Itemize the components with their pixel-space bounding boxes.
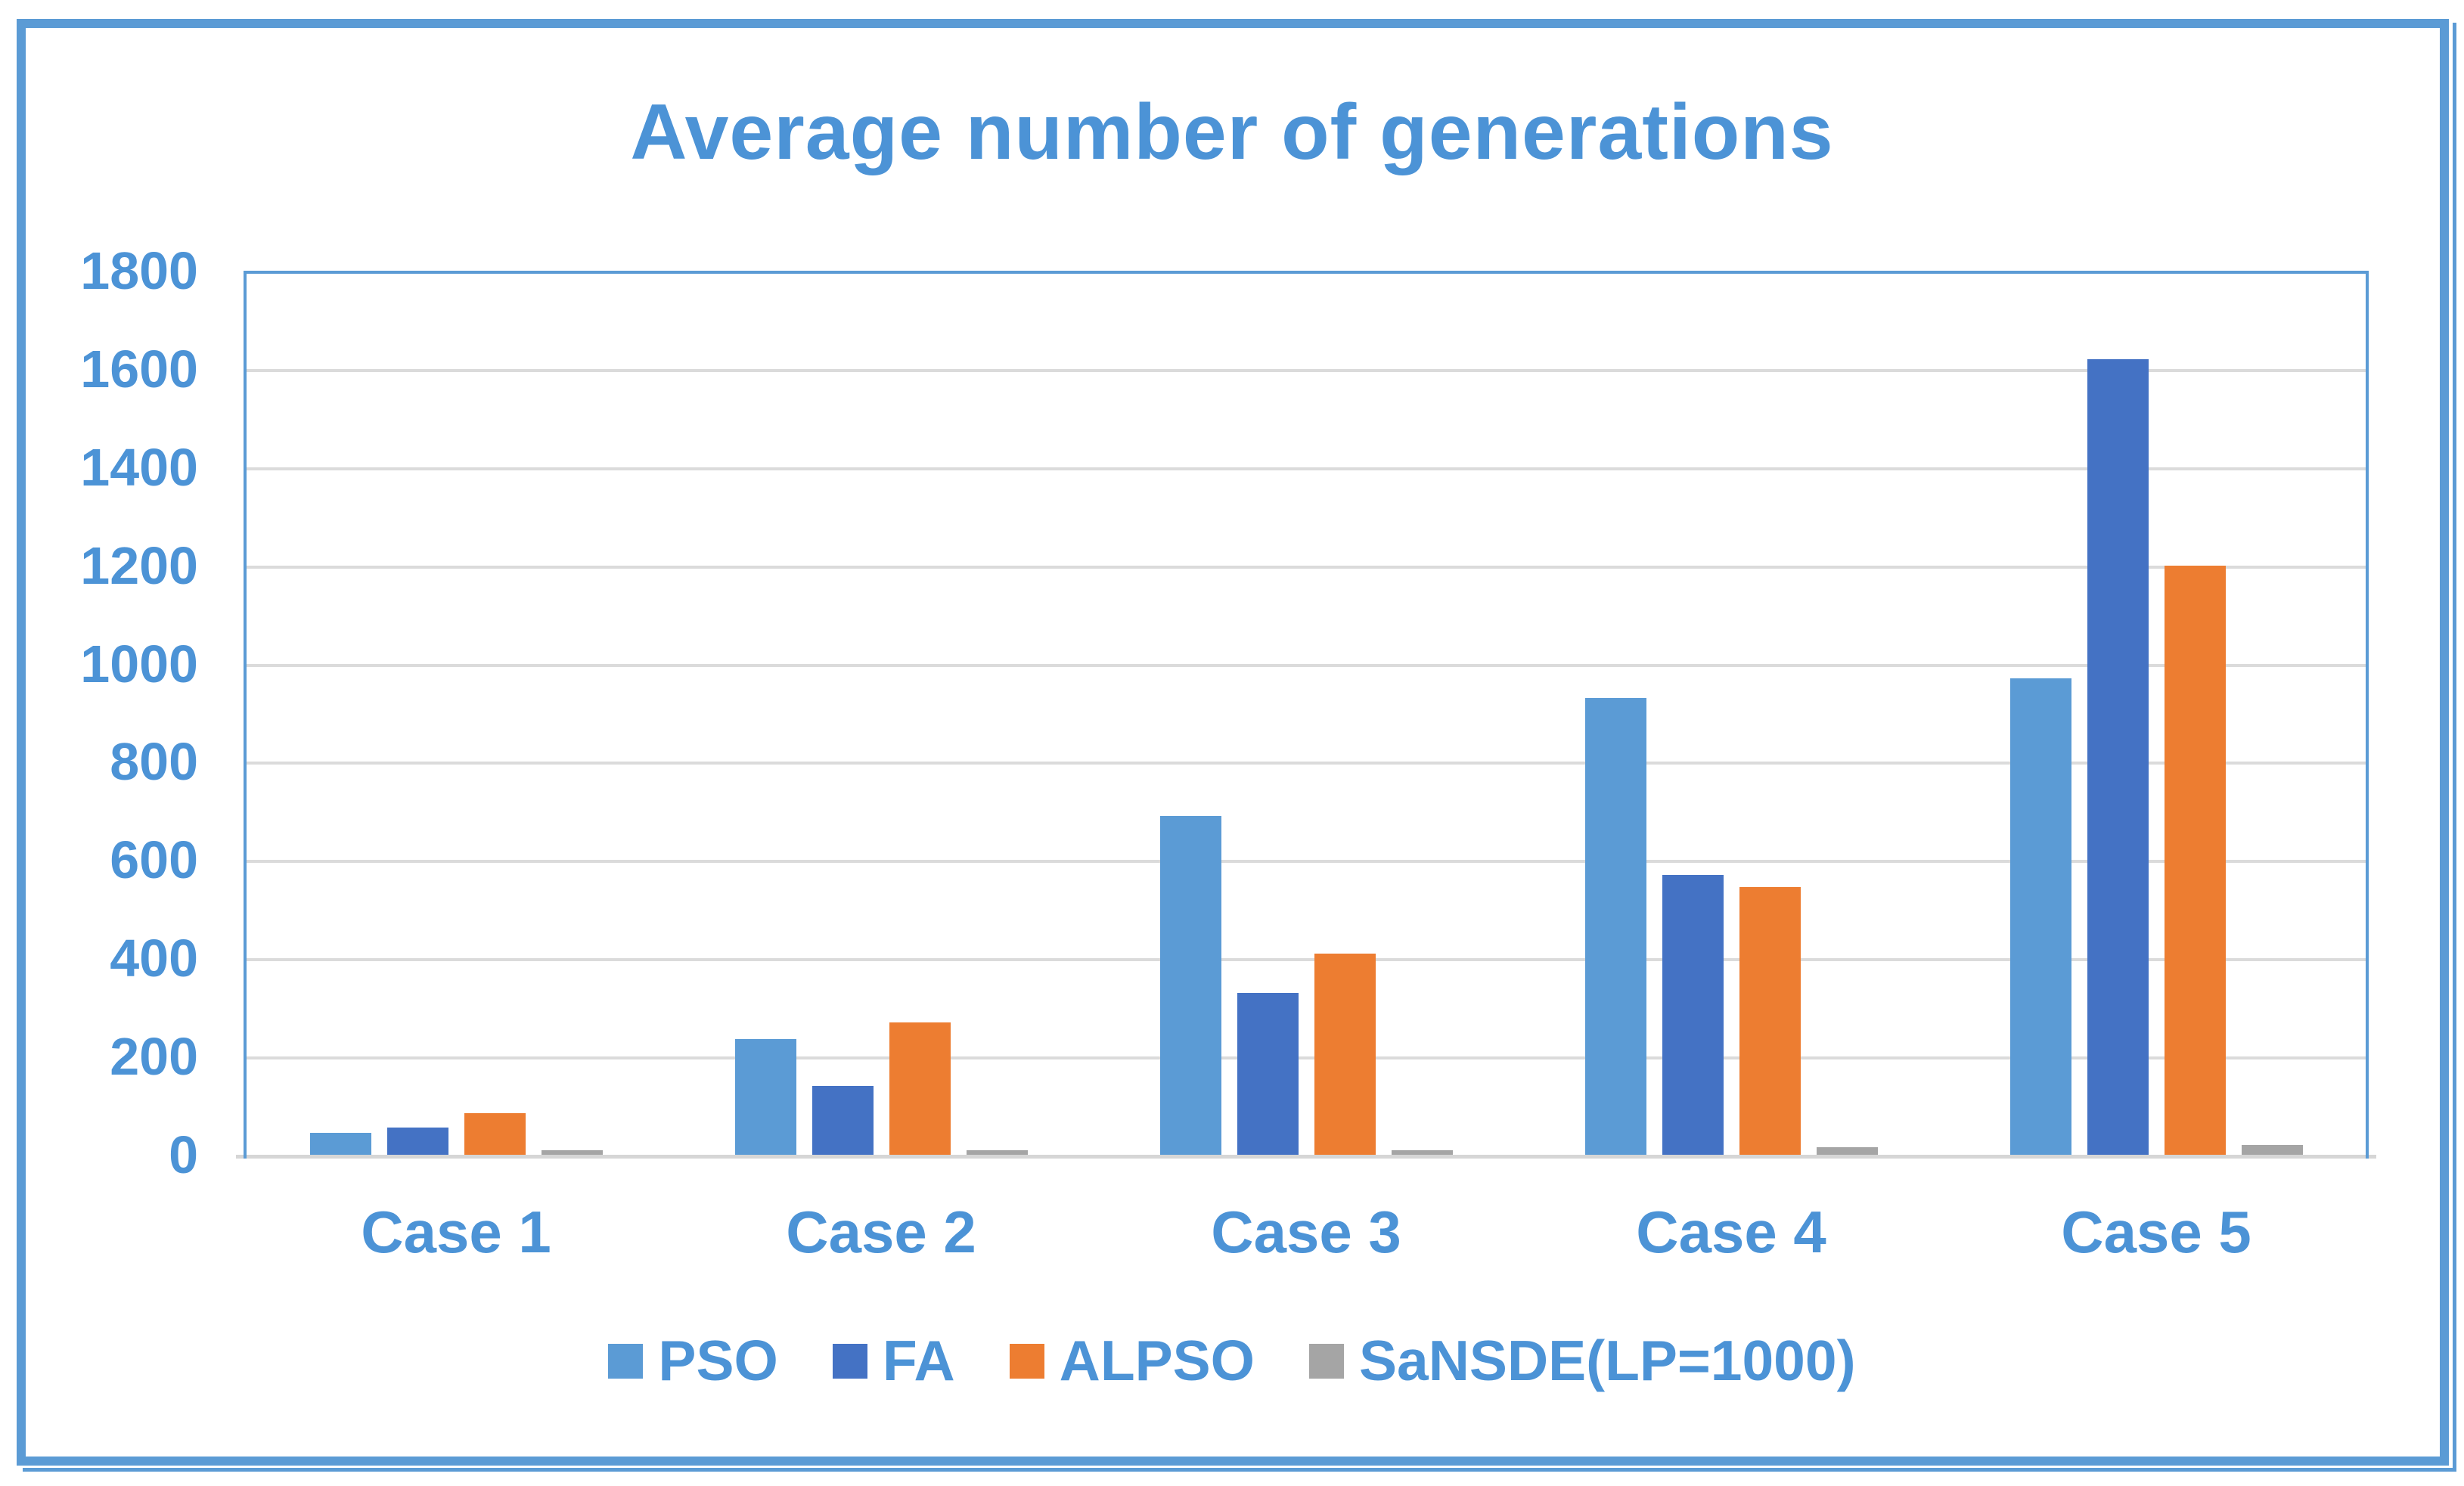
bar-fa-case-5 [2087,359,2149,1155]
bar-group-case-3 [1094,271,1519,1155]
bar-fa-case-3 [1237,993,1299,1155]
legend-label-pso: PSO [658,1329,778,1392]
frame-accent-line-bottom [23,1468,2456,1472]
bar-group-case-1 [244,271,669,1155]
bar-group-case-5 [1944,271,2369,1155]
legend-swatch-icon-pso [608,1343,644,1379]
x-category-label-case-4: Case 4 [1636,1199,1826,1265]
chart-title: Average number of generations [630,88,1834,176]
plot-border-right [2366,271,2369,1159]
bar-sansde-lp-1000-case-1 [541,1150,603,1155]
y-tick-label-1000: 1000 [80,634,198,693]
bar-alpso-case-3 [1314,954,1376,1155]
bar-alpso-case-4 [1739,887,1801,1155]
bar-group-case-4 [1519,271,1944,1155]
legend-item-alpso: ALPSO [1009,1329,1255,1392]
bar-fa-case-4 [1662,875,1724,1155]
y-tick-label-400: 400 [110,929,198,988]
frame-accent-line-right [2453,23,2456,1472]
legend-item-pso: PSO [608,1329,778,1392]
gridline-1000 [247,664,2366,667]
legend-item-fa: FA [832,1329,955,1392]
legend-swatch-icon-sansde-lp-1000 [1309,1343,1345,1379]
y-tick-label-1800: 1800 [80,241,198,300]
x-category-label-case-1: Case 1 [361,1199,551,1265]
legend-item-sansde-lp-1000: SaNSDE(LP=1000) [1309,1332,1856,1389]
bars-layer [244,271,2369,1155]
plot-border-left [244,271,247,1159]
bar-sansde-lp-1000-case-5 [2241,1145,2303,1155]
y-tick-label-1200: 1200 [80,536,198,595]
bar-fa-case-1 [386,1128,448,1155]
bar-sansde-lp-1000-case-4 [1816,1147,1878,1155]
bar-alpso-case-5 [2164,566,2226,1155]
gridline-400 [247,958,2366,961]
y-tick-label-600: 600 [110,830,198,889]
x-axis-line [236,1155,2376,1159]
legend-swatch-icon-fa [832,1343,867,1379]
plot-area [236,271,2376,1159]
bar-group-case-2 [669,271,1094,1155]
bar-alpso-case-2 [889,1022,951,1155]
gridline-1600 [247,369,2366,372]
bar-fa-case-2 [812,1086,874,1155]
gridline-1400 [247,467,2366,470]
gridline-200 [247,1056,2366,1059]
gridline-800 [247,762,2366,765]
legend: PSO FA ALPSO SaNSDE(LP=1000) [0,1332,2464,1389]
x-category-label-case-2: Case 2 [786,1199,976,1265]
x-category-label-case-5: Case 5 [2061,1199,2251,1265]
bar-sansde-lp-1000-case-2 [966,1150,1028,1155]
legend-swatch-icon-alpso [1009,1343,1044,1379]
x-axis-labels: Case 1 Case 2 Case 3 Case 4 Case 5 [244,1198,2369,1267]
legend-label-fa: FA [882,1329,955,1392]
y-tick-label-1600: 1600 [80,340,198,399]
y-tick-label-0: 0 [169,1125,198,1184]
y-tick-label-800: 800 [110,732,198,791]
bar-alpso-case-1 [464,1113,526,1155]
plot-border-top [244,271,2369,274]
bar-pso-case-1 [309,1133,371,1155]
bar-pso-case-4 [1584,698,1646,1155]
bar-pso-case-5 [2009,678,2071,1155]
bar-pso-case-2 [734,1039,796,1155]
gridline-1200 [247,566,2366,569]
legend-label-sansde-lp-1000: SaNSDE(LP=1000) [1359,1329,1856,1392]
y-tick-label-200: 200 [110,1027,198,1086]
legend-label-alpso: ALPSO [1059,1329,1255,1392]
bar-sansde-lp-1000-case-3 [1391,1150,1453,1155]
bar-pso-case-3 [1159,816,1221,1155]
gridline-600 [247,860,2366,863]
x-category-label-case-3: Case 3 [1211,1199,1401,1265]
y-tick-label-1400: 1400 [80,438,198,497]
